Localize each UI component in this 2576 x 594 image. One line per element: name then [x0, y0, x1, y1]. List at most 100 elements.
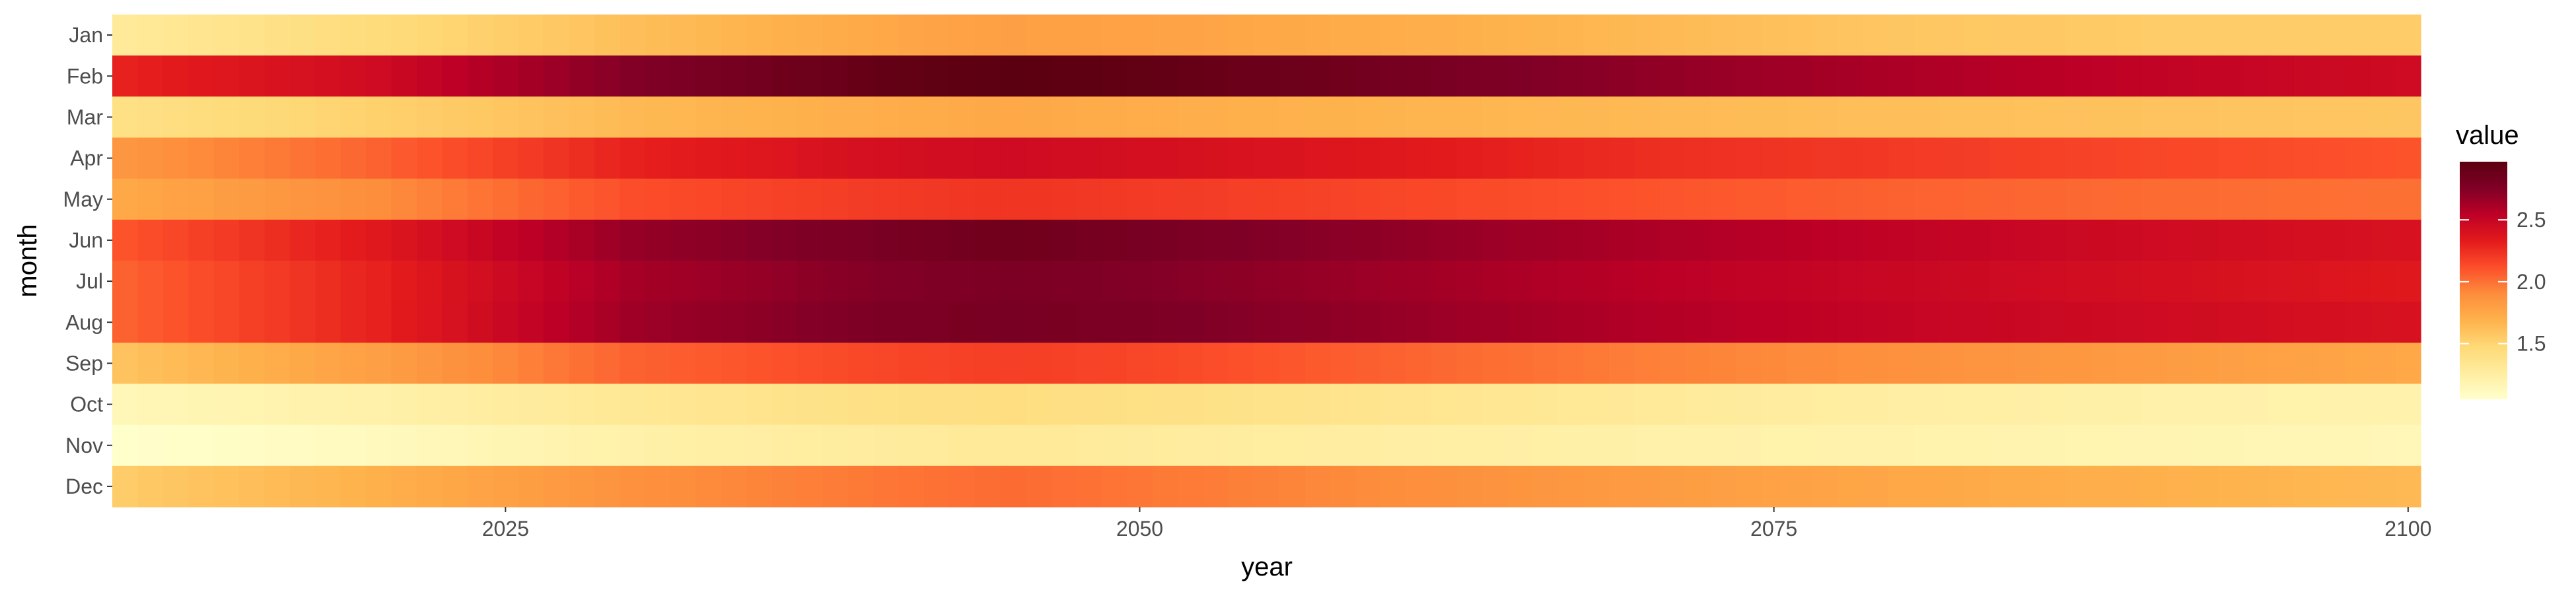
heatmap-cell — [493, 178, 519, 220]
heatmap-cell — [162, 137, 189, 180]
heatmap-cell — [2370, 343, 2396, 385]
heatmap-cell — [340, 424, 367, 467]
heatmap-cell — [1863, 137, 1889, 180]
heatmap-cell — [391, 383, 417, 426]
heatmap-cell — [696, 137, 722, 180]
legend-ticks: 1.5 2.0 2.5 — [2460, 208, 2546, 356]
heatmap-cell — [620, 178, 646, 220]
heatmap-cell — [2319, 96, 2345, 139]
heatmap-cell — [1101, 15, 1127, 56]
heatmap-cell — [1025, 137, 1052, 180]
heatmap-cell — [162, 465, 189, 508]
heatmap-cell — [620, 343, 646, 385]
heatmap-cell — [1152, 465, 1178, 508]
heatmap-cell — [1025, 302, 1052, 343]
heatmap-cell — [645, 383, 671, 426]
heatmap-cell — [1761, 343, 1787, 385]
heatmap-cell — [771, 96, 798, 139]
heatmap-cell — [2166, 302, 2193, 343]
heatmap-cell — [315, 55, 341, 97]
heatmap-cell — [188, 261, 215, 302]
heatmap-cell — [2319, 55, 2345, 97]
heatmap-cell — [2268, 137, 2295, 180]
heatmap-cell — [213, 261, 240, 302]
heatmap-cell — [1837, 15, 1863, 56]
heatmap-cell — [2243, 137, 2270, 180]
heatmap-cell — [1076, 178, 1102, 220]
heatmap-cell — [1659, 178, 1686, 220]
heatmap-cell — [1736, 137, 1762, 180]
heatmap-cell — [1532, 137, 1559, 180]
heatmap-cell — [416, 261, 443, 302]
heatmap-cell — [1863, 424, 1889, 467]
heatmap-cell — [1558, 383, 1585, 426]
heatmap-cell — [493, 465, 519, 508]
heatmap-cell — [1608, 302, 1635, 343]
heatmap-cell — [2268, 465, 2295, 508]
heatmap-cell — [518, 465, 544, 508]
heatmap-cell — [1101, 261, 1127, 302]
heatmap-cell — [645, 55, 671, 97]
heatmap-cell — [1000, 137, 1026, 180]
heatmap-cell — [645, 137, 671, 180]
heatmap-cell — [1659, 219, 1686, 261]
heatmap-cell — [264, 55, 291, 97]
heatmap-cell — [974, 137, 1001, 180]
heatmap-cell — [1964, 219, 1990, 261]
x-axis-title: year — [1241, 552, 1293, 581]
heatmap-cell — [2217, 383, 2244, 426]
heatmap-cell — [1939, 55, 1965, 97]
heatmap-cell — [1203, 96, 1229, 139]
heatmap-cell — [1101, 383, 1127, 426]
heatmap-cell — [1685, 465, 1711, 508]
heatmap-cell — [162, 343, 189, 385]
heatmap-cell — [2166, 219, 2193, 261]
heatmap-cell — [1608, 219, 1635, 261]
heatmap-cell — [2141, 343, 2168, 385]
heatmap-cell — [239, 219, 266, 261]
heatmap-cell — [2065, 343, 2092, 385]
heatmap-cell — [1685, 424, 1711, 467]
heatmap-cell — [467, 219, 493, 261]
heatmap-cell — [1101, 96, 1127, 139]
heatmap-cell — [569, 219, 595, 261]
heatmap-cell — [213, 137, 240, 180]
heatmap-cell — [1507, 465, 1534, 508]
heatmap-cell — [2116, 343, 2143, 385]
heatmap-cell — [1076, 383, 1102, 426]
heatmap-cell — [2192, 96, 2219, 139]
heatmap-cell — [1989, 55, 2016, 97]
heatmap-cell — [2395, 383, 2421, 426]
heatmap-cell — [2344, 137, 2371, 180]
heatmap-cell — [2116, 219, 2143, 261]
heatmap-cell — [1507, 261, 1534, 302]
heatmap-cell — [696, 55, 722, 97]
heatmap-cell — [1939, 178, 1965, 220]
heatmap-cell — [112, 137, 139, 180]
heatmap-cell — [898, 137, 925, 180]
heatmap-cell — [1127, 15, 1153, 56]
legend-tick-label: 2.0 — [2517, 270, 2546, 294]
heatmap-cell — [594, 55, 620, 97]
heatmap-cell — [1076, 261, 1102, 302]
heatmap-cell — [645, 178, 671, 220]
heatmap-cell — [1456, 383, 1483, 426]
heatmap-cell — [873, 261, 900, 302]
heatmap-cell — [467, 424, 493, 467]
heatmap-cell — [264, 15, 291, 56]
heatmap-cell — [2015, 178, 2041, 220]
heatmap-cell — [645, 424, 671, 467]
y-tick-label: Apr — [70, 147, 103, 170]
heatmap-cell — [493, 343, 519, 385]
heatmap-cell — [1659, 465, 1686, 508]
heatmap-cell — [1152, 424, 1178, 467]
heatmap-cell — [1634, 96, 1661, 139]
heatmap-cell — [1330, 261, 1356, 302]
heatmap-cell — [416, 424, 443, 467]
heatmap-cell — [1736, 15, 1762, 56]
heatmap-cell — [1431, 96, 1458, 139]
heatmap-cell — [594, 96, 620, 139]
heatmap-cell — [1000, 424, 1026, 467]
heatmap-cell — [1863, 96, 1889, 139]
heatmap-cell — [239, 465, 266, 508]
